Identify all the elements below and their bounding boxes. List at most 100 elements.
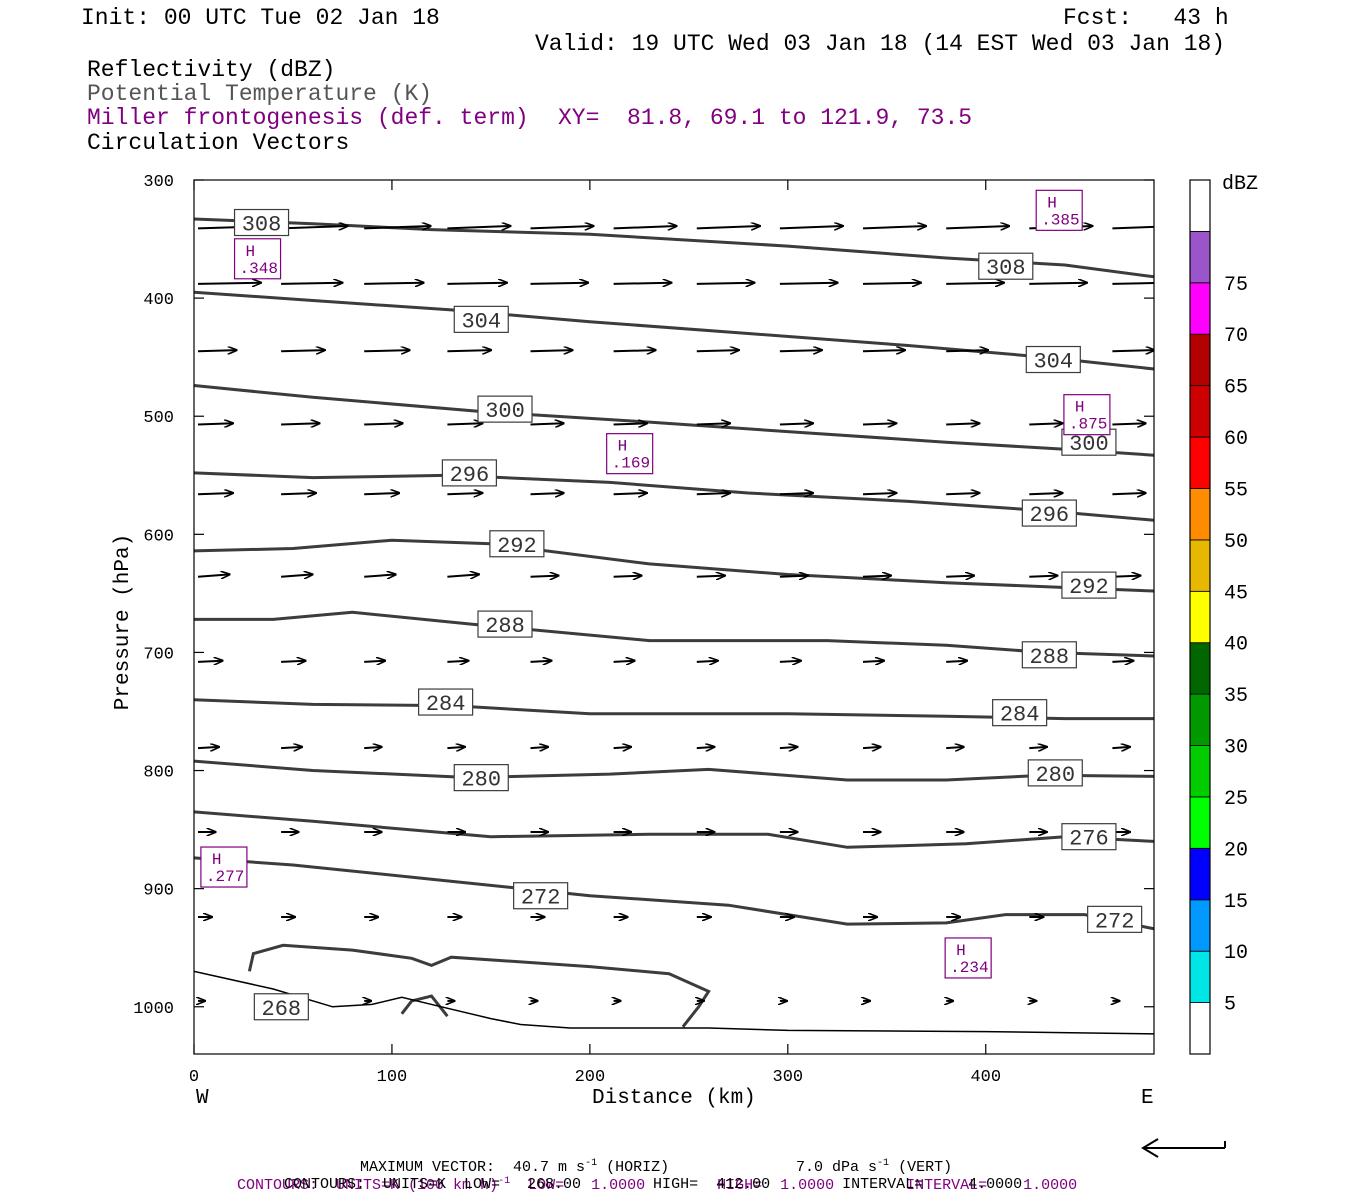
colorbar-swatch xyxy=(1189,333,1211,387)
frontogenesis-contour-info: CONTOURS: UNITS=K (100 km h)-1 LOW= 1.00… xyxy=(237,1176,1078,1194)
circulation-vector xyxy=(779,493,813,494)
circulation-vector xyxy=(1112,493,1145,494)
theta-label-text: 300 xyxy=(485,399,525,424)
circulation-vector xyxy=(696,493,730,494)
circulation-vector xyxy=(613,423,647,424)
colorbar-swatch xyxy=(1189,179,1211,232)
theta-contour-label: 304 xyxy=(453,305,509,334)
circulation-vector xyxy=(281,423,320,424)
theta-contour-label: 296 xyxy=(1021,499,1077,528)
frontogenesis-high-box xyxy=(1063,394,1111,436)
colorbar-swatch xyxy=(1189,590,1211,644)
circulation-vector xyxy=(530,226,594,228)
colorbar-unit-label: dBZ xyxy=(1222,173,1258,196)
theta-label-box xyxy=(453,764,509,792)
x-tick-label: 400 xyxy=(970,1068,1001,1087)
circulation-vector xyxy=(696,576,725,577)
circulation-vector xyxy=(613,747,632,748)
frontogenesis-high-marker: H.875 xyxy=(1063,394,1111,436)
frontogenesis-high-letter: H xyxy=(1075,399,1085,417)
theta-contour-268 xyxy=(247,943,711,1028)
circulation-vector xyxy=(613,493,647,494)
colorbar-swatch xyxy=(1189,488,1211,541)
circulation-vector xyxy=(1112,747,1130,748)
theta-contour-label: 276 xyxy=(1061,823,1117,852)
theta-label-text: 304 xyxy=(1033,350,1073,375)
theta-contour-288 xyxy=(194,610,1154,658)
frontogenesis-high-marker: H.234 xyxy=(944,937,992,979)
colorbar-swatch xyxy=(1189,539,1211,592)
circulation-vector xyxy=(197,574,230,576)
colorbar-tick-label: 10 xyxy=(1224,942,1248,965)
theta-label-text: 284 xyxy=(1000,703,1040,728)
circulation-vector xyxy=(364,350,410,351)
colorbar-swatch xyxy=(1189,385,1211,438)
y-tick-label: 600 xyxy=(143,527,174,546)
colorbar-tick-label: 75 xyxy=(1224,274,1248,297)
circulation-vector xyxy=(281,661,306,662)
theta-label-text: 280 xyxy=(1035,763,1075,788)
theta-label-text: 276 xyxy=(1069,827,1109,852)
reference-vector-arrow xyxy=(1141,1138,1226,1158)
circulation-vector xyxy=(364,661,385,662)
theta-label-box xyxy=(1025,345,1081,374)
frontogenesis-high-value: .875 xyxy=(1069,416,1107,434)
circulation-vector xyxy=(197,283,261,284)
theta-contour-label: 272 xyxy=(1087,905,1143,934)
colorbar-swatch xyxy=(1189,745,1211,798)
circulation-vector xyxy=(364,283,424,284)
theta-label-text: 268 xyxy=(262,997,302,1022)
circulation-vector xyxy=(1112,576,1140,577)
frontogenesis-high-value: .234 xyxy=(950,959,988,977)
circulation-vector xyxy=(862,747,881,748)
circulation-vector xyxy=(447,747,465,748)
theta-label-text: 292 xyxy=(1069,575,1109,600)
circulation-vector xyxy=(779,350,822,351)
x-tick-label: 100 xyxy=(377,1068,408,1087)
max-vector-horizontal: MAXIMUM VECTOR: 40.7 m s xyxy=(360,1159,586,1176)
theta-contour-info: CONTOURS: UNITS=K LOW= 268.00 HIGH= 412.… xyxy=(284,1176,1023,1193)
theta-label-box xyxy=(992,699,1048,727)
frontogenesis-high-letter: H xyxy=(246,243,256,261)
theta-contour-label: 284 xyxy=(418,688,474,717)
circulation-vector xyxy=(1029,283,1087,284)
circulation-vector xyxy=(530,747,549,748)
circulation-vector xyxy=(696,747,715,748)
field-reflectivity: Reflectivity (dBZ) xyxy=(87,57,336,83)
theta-label-box xyxy=(978,252,1034,280)
frontogenesis-high-marker: H.385 xyxy=(1035,189,1083,231)
circulation-vector xyxy=(779,747,798,748)
colorbar-tick-label: 25 xyxy=(1224,788,1248,811)
max-vector-note: MAXIMUM VECTOR: 40.7 m s-1 (HORIZ) xyxy=(360,1158,670,1176)
theta-contour-label: 304 xyxy=(1025,345,1081,375)
theta-contour-label: 292 xyxy=(489,530,545,559)
circulation-vector xyxy=(530,423,564,424)
theta-label-text: 292 xyxy=(497,534,537,559)
circulation-vector xyxy=(862,283,921,284)
colorbar-tick-label: 45 xyxy=(1224,582,1248,605)
y-tick-label: 900 xyxy=(143,882,174,901)
circulation-vector xyxy=(197,493,233,494)
frontogenesis-high-value: .169 xyxy=(612,455,650,473)
circulation-vector xyxy=(1112,350,1154,351)
colorbar-tick-label: 60 xyxy=(1224,428,1248,451)
theta-label-text: 288 xyxy=(1030,645,1070,670)
colorbar-swatch xyxy=(1189,282,1211,335)
circulation-vector xyxy=(197,661,223,662)
circulation-vector xyxy=(862,661,884,662)
colorbar-swatch xyxy=(1189,642,1211,695)
theta-contour-280 xyxy=(194,759,1154,782)
theta-contour-label: 288 xyxy=(1021,641,1077,670)
circulation-vector xyxy=(447,350,491,351)
theta-label-text: 288 xyxy=(485,614,525,639)
colorbar-swatch xyxy=(1189,796,1211,849)
circulation-vector xyxy=(197,423,233,424)
theta-label-text: 296 xyxy=(1030,503,1070,528)
theta-contour-label: 308 xyxy=(978,252,1034,281)
max-vector-vertical-note: 7.0 dPa s-1 (VERT) xyxy=(796,1158,953,1176)
theta-contour-300 xyxy=(194,384,1154,457)
colorbar-tick-label: 30 xyxy=(1224,737,1248,760)
circulation-vector xyxy=(946,493,979,494)
ground-surface-line xyxy=(194,970,1154,1035)
theta-contour-292 xyxy=(194,538,1154,593)
